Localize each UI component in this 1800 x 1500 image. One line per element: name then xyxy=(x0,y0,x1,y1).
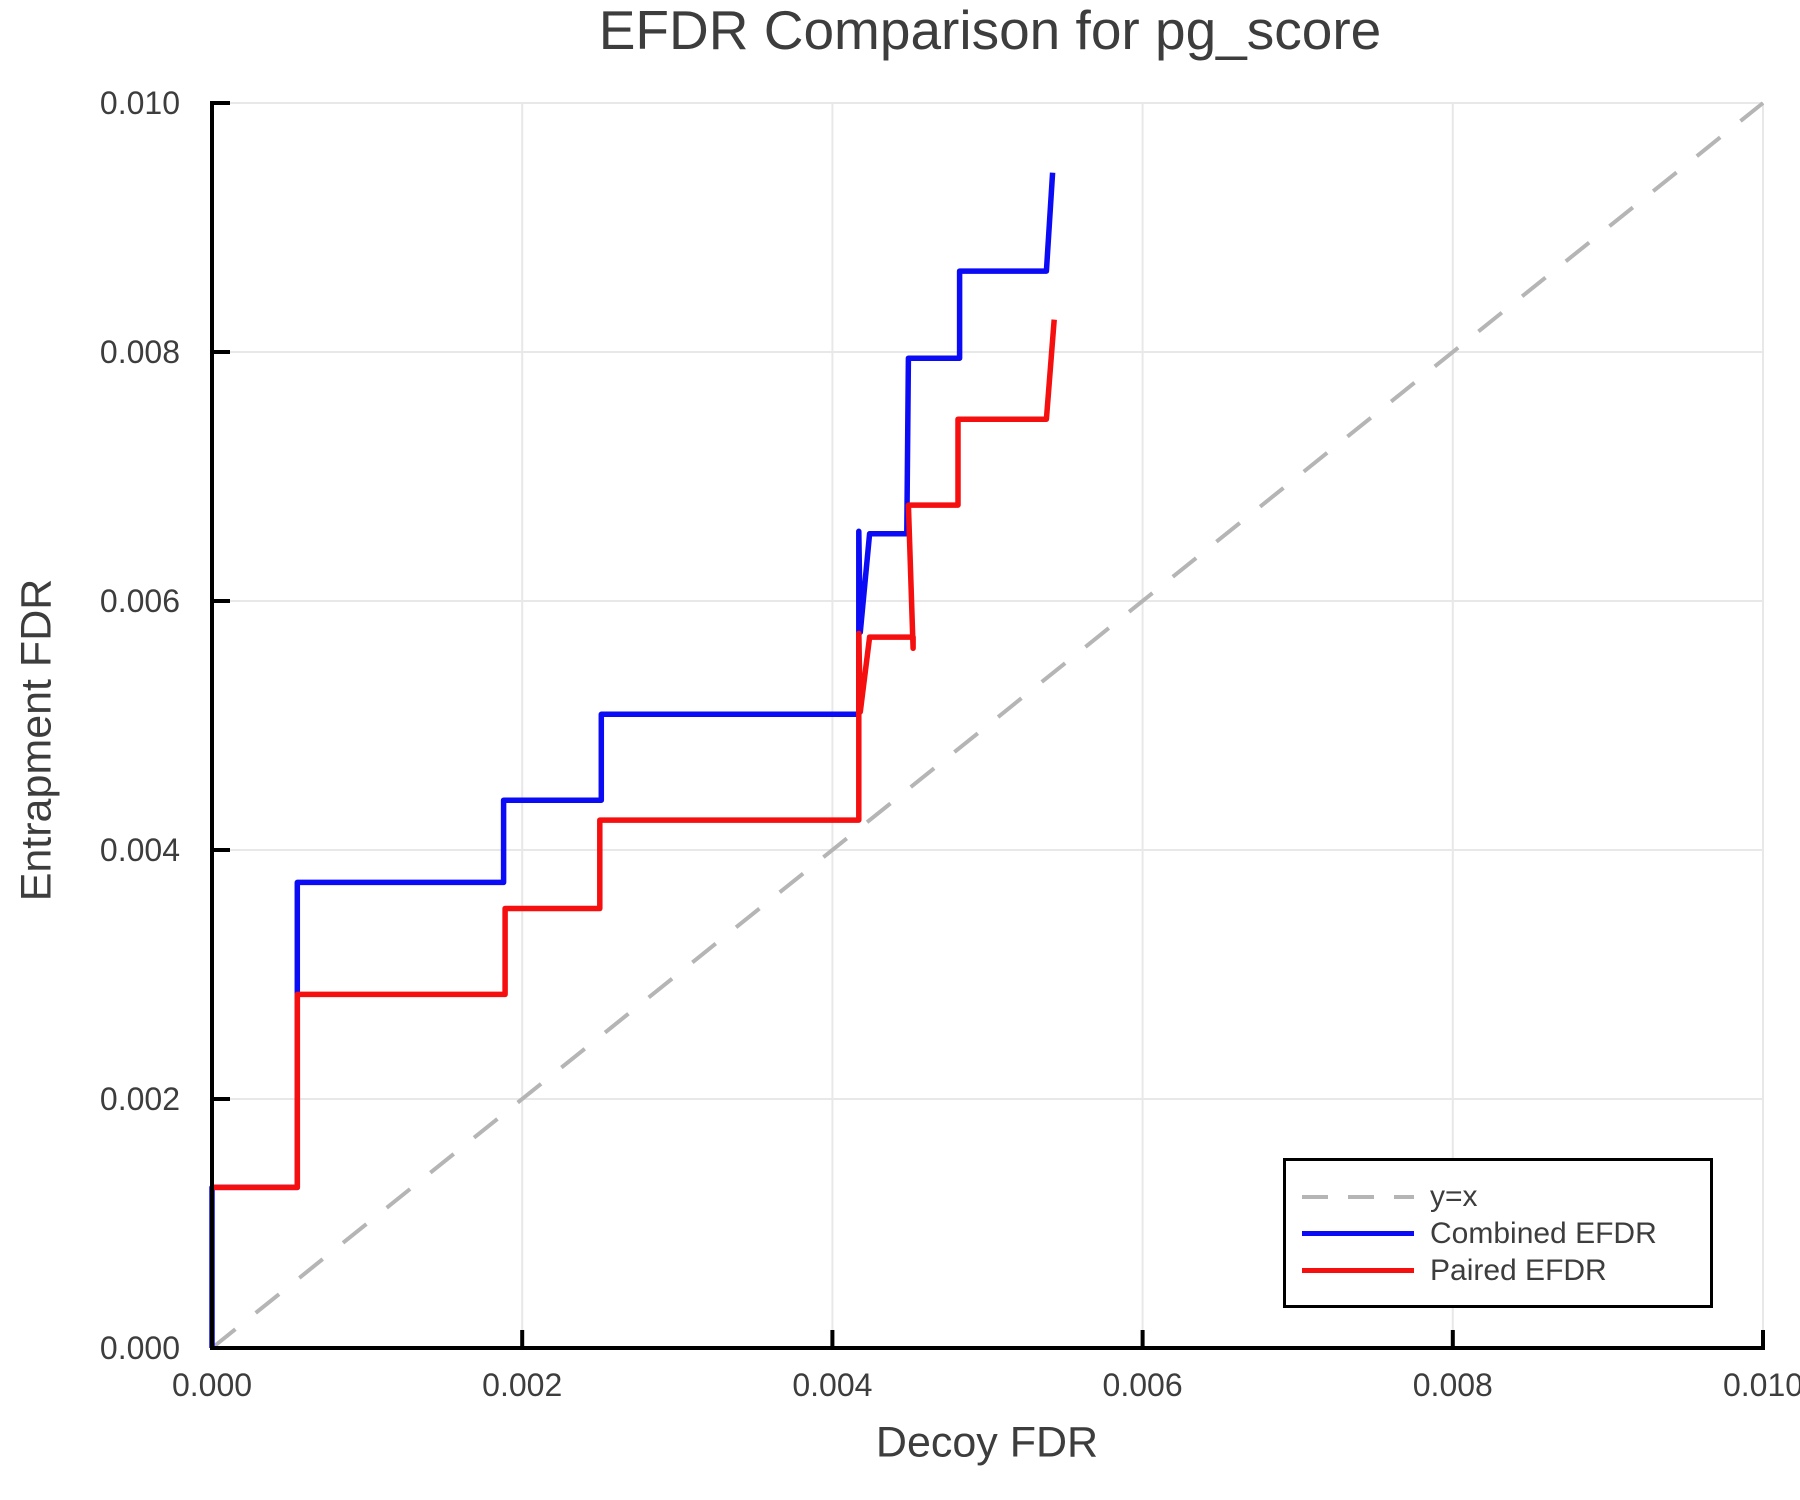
x-axis-label: Decoy FDR xyxy=(875,1418,1099,1467)
y-tick-label: 0.002 xyxy=(100,1081,180,1117)
series-line-paired-efdr xyxy=(212,319,1057,1191)
series-line-combined-efdr xyxy=(209,172,1056,1348)
legend-label: Combined EFDR xyxy=(1430,1216,1657,1250)
legend-label: Paired EFDR xyxy=(1430,1253,1607,1287)
x-tick-label: 0.006 xyxy=(1103,1367,1183,1403)
y-tick-label: 0.008 xyxy=(100,334,180,370)
legend-label: y=x xyxy=(1430,1179,1478,1213)
x-tick-label: 0.004 xyxy=(792,1367,872,1403)
y-tick-label: 0.006 xyxy=(100,583,180,619)
y-axis-label: Entrapment FDR xyxy=(12,578,61,902)
legend-paired-line-icon xyxy=(1302,1268,1414,1273)
y-tick-label: 0.004 xyxy=(100,832,180,868)
chart-title: EFDR Comparison for pg_score xyxy=(598,0,1382,61)
x-tick-label: 0.000 xyxy=(172,1367,252,1403)
legend-combined-line-icon xyxy=(1302,1231,1414,1236)
y-tick-label: 0.010 xyxy=(100,85,180,121)
x-tick-label: 0.002 xyxy=(482,1367,562,1403)
legend: y=x Combined EFDR Paired EFDR xyxy=(1283,1158,1713,1308)
legend-dashed-line-icon xyxy=(1302,1194,1414,1199)
legend-row: Paired EFDR xyxy=(1302,1252,1710,1289)
legend-row: y=x xyxy=(1302,1178,1710,1215)
x-tick-label: 0.010 xyxy=(1723,1367,1800,1403)
x-tick-label: 0.008 xyxy=(1413,1367,1493,1403)
y-tick-label: 0.000 xyxy=(100,1330,180,1366)
legend-row: Combined EFDR xyxy=(1302,1215,1710,1252)
